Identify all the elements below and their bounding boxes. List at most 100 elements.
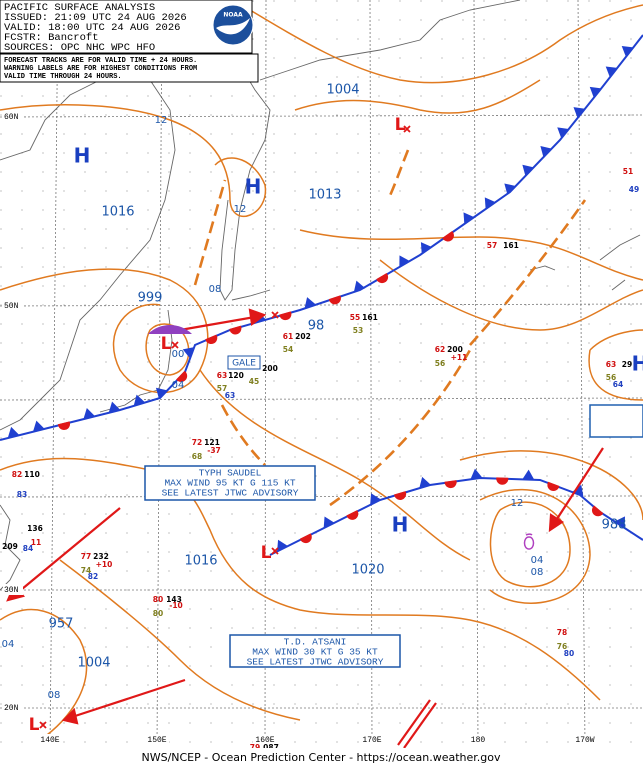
station-value: 57: [217, 384, 227, 393]
cold-front-tooth: [353, 280, 366, 293]
gale-label: GALE: [232, 359, 256, 369]
station-value: 72: [192, 438, 202, 447]
cold-front-tooth: [419, 476, 431, 489]
station-value: 62: [435, 345, 445, 354]
low-x-marks: [39, 125, 411, 729]
station-value: 80: [153, 595, 163, 604]
lat-label: 20N: [4, 704, 19, 713]
central-pressure: 957: [49, 617, 74, 632]
station-value: 80: [564, 649, 574, 658]
low-center: L: [395, 115, 406, 135]
noaa-bird: [216, 18, 250, 35]
station-value: 136: [27, 524, 43, 533]
cold-front-tooth: [557, 127, 569, 139]
lon-label-bg: [466, 734, 490, 745]
isobar-label: 08: [209, 284, 222, 295]
cold-front-tooth: [484, 197, 496, 210]
station-value: 74: [81, 566, 91, 575]
header-line: ISSUED: 21:09 UTC 24 AUG 2026: [4, 12, 187, 24]
station-value: 161: [362, 313, 378, 322]
station-value: 79: [250, 743, 260, 752]
cold-front-tooth: [522, 164, 534, 176]
cold-front-tooth: [420, 242, 432, 254]
advisory-line: SEE LATEST JTWC ADVISORY: [247, 657, 384, 668]
cold-front-tooth: [370, 493, 381, 505]
station-value: 110: [24, 470, 40, 479]
central-pressure: 988: [602, 518, 627, 533]
advisory-line: SEE LATEST JTWC ADVISORY: [162, 488, 299, 499]
fine-grid: [0, 0, 643, 745]
noaa-logo: [212, 4, 254, 46]
warm-front-bump: [496, 478, 509, 485]
isobar-label: 12: [155, 115, 168, 126]
isobar-label: 00: [172, 349, 185, 360]
central-pressure: 1016: [101, 205, 134, 220]
station-value: 209: [2, 542, 18, 551]
notice-line: FORECAST TRACKS ARE FOR VALID TIME + 24 …: [4, 57, 197, 65]
gale-box: [227, 355, 261, 370]
notice-box: [0, 53, 259, 83]
cold-front-tooth: [470, 468, 483, 480]
warm-segment: [346, 510, 359, 518]
notice-line: VALID TIME THROUGH 24 HOURS.: [4, 73, 122, 81]
lon-label: 170E: [362, 736, 381, 745]
advisory-line: TYPH SAUDEL: [199, 468, 262, 479]
station-value: 64: [613, 380, 623, 389]
station-value: 83: [17, 490, 27, 499]
station-value: 54: [283, 345, 293, 354]
troughs: [193, 149, 587, 507]
lon-label: 150E: [147, 736, 166, 745]
header-line: SOURCES: OPC NHC WPC HFO: [4, 42, 155, 54]
station-value: 143: [166, 595, 182, 604]
advisory-line: MAX WIND 30 KT G 35 KT: [252, 647, 378, 658]
lon-label-bg: [360, 734, 384, 745]
cold-front-tooth: [614, 516, 626, 529]
station-value: 61: [283, 332, 293, 341]
notice-line: WARNING LABELS ARE FOR HIGHEST CONDITION…: [4, 65, 197, 73]
central-pressure: 1013: [308, 188, 341, 203]
lat-label: 30N: [4, 586, 19, 595]
station-value: 202: [295, 332, 311, 341]
noaa-logo-text: NOAA: [223, 12, 243, 19]
station-value: 57: [487, 241, 497, 250]
cold-front-tooth: [504, 183, 516, 195]
motion-arrows: [6, 308, 604, 749]
warm-segment: [376, 273, 388, 282]
lat-label-bg: [3, 702, 23, 713]
station-value: 77: [81, 552, 91, 561]
central-pressure: 999: [138, 291, 163, 306]
station-value: +11: [451, 353, 468, 362]
station-value: 56: [435, 359, 445, 368]
advisory-box: [144, 465, 316, 501]
station-value: 68: [192, 452, 202, 461]
isobar-label: 08: [531, 567, 544, 578]
lat-label: 60N: [4, 113, 19, 122]
station-value: 51: [623, 167, 633, 176]
station-value: -10: [169, 601, 183, 610]
warm-segment: [444, 480, 457, 485]
central-pressure: 1016: [184, 554, 217, 569]
coastlines: [0, 0, 641, 591]
station-value: 78: [557, 628, 567, 637]
isobar-label: 08: [48, 690, 61, 701]
station-value: -37: [207, 446, 221, 455]
lat-label: 50N: [4, 302, 19, 311]
lat-label-bg: [3, 584, 23, 595]
lat-label-bg: [3, 300, 23, 311]
warm-segment: [328, 295, 341, 302]
low-center: L: [161, 334, 172, 354]
station-value: 80: [153, 609, 163, 618]
station-value: 76: [557, 642, 567, 651]
cold-front-tooth: [573, 107, 586, 119]
station-value: 29: [622, 360, 632, 369]
station-value: +10: [96, 560, 113, 569]
station-value: 121: [204, 438, 220, 447]
lon-label: 170W: [575, 736, 594, 745]
isobar-label: 12: [234, 204, 247, 215]
central-pressure: 1004: [77, 656, 110, 671]
station-value: 120: [228, 371, 244, 380]
cold-front-tooth: [182, 347, 195, 359]
station-value: 11: [31, 538, 41, 547]
isobar-label: 04: [531, 555, 544, 566]
station-value: 087: [263, 743, 279, 752]
